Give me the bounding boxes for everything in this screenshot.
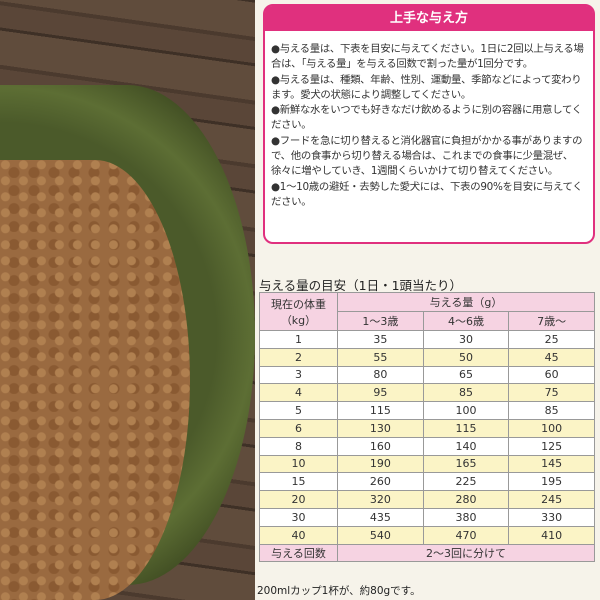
amount-cell: 330 (508, 507, 595, 527)
amount-header: 与える量（g） (337, 292, 595, 312)
tip-item: ●与える量は、種類、年齢、性別、運動量、季節などによって変わります。愛犬の状態に… (271, 73, 582, 101)
amount-cell: 225 (422, 472, 510, 492)
weight-cell: 3 (259, 365, 338, 385)
amount-cell: 125 (508, 436, 595, 456)
amount-cell: 280 (422, 490, 510, 509)
table-row: 10 190 165 145 (259, 454, 595, 474)
amount-cell: 115 (422, 418, 510, 438)
weight-cell: 6 (259, 418, 338, 438)
weight-cell: 30 (259, 507, 338, 527)
weight-cell: 40 (259, 525, 338, 545)
amount-cell: 245 (508, 490, 595, 509)
tip-item: ●与える量は、下表を目安に与えてください。1日に2回以上与える場合は、「与える量… (271, 43, 584, 71)
amount-cell: 85 (508, 401, 595, 420)
amount-cell: 65 (422, 365, 510, 385)
amount-cell: 85 (422, 383, 510, 403)
amount-cell: 60 (508, 365, 595, 385)
amount-cell: 190 (337, 454, 424, 474)
age-header: 7歳〜 (508, 311, 595, 331)
weight-cell: 20 (259, 490, 338, 509)
tips-title: 上手な与え方 (265, 6, 593, 31)
weight-cell: 1 (259, 330, 338, 349)
times-value: 2〜3回に分けて (337, 543, 595, 563)
amount-cell: 45 (508, 347, 595, 367)
amount-cell: 100 (508, 418, 595, 438)
weight-header: 現在の体重 （kg） (259, 292, 338, 331)
amount-cell: 470 (422, 525, 510, 545)
amount-cell: 95 (337, 383, 424, 403)
weight-cell: 5 (259, 401, 338, 420)
weight-cell: 8 (259, 436, 338, 456)
weight-cell: 4 (259, 383, 338, 403)
table-row: 4 95 85 75 (259, 383, 595, 403)
table-row: 5 115 100 85 (259, 401, 595, 420)
amount-cell: 50 (422, 347, 510, 367)
tip-item: ●フードを急に切り替えると消化器官に負担がかかる事がありますので、他の食事から切… (271, 134, 583, 178)
amount-cell: 140 (422, 436, 510, 456)
wood-background-photo (0, 0, 255, 600)
weight-cell: 15 (259, 472, 338, 492)
amount-cell: 260 (337, 472, 424, 492)
feeding-table: 現在の体重 （kg） 与える量（g） 1〜3歳 4〜6歳 7歳〜 1 35 30 25 2… (259, 292, 595, 563)
table-row: 2 55 50 45 (259, 347, 595, 367)
table-row: 30 435 380 330 (259, 507, 595, 527)
amount-cell: 80 (337, 365, 424, 385)
table-row: 40 540 470 410 (259, 525, 595, 545)
tip-item: ●1〜10歳の避妊・去勢した愛犬には、下表の90%を目安に与えてください。 (271, 180, 583, 208)
amount-cell: 380 (422, 507, 510, 527)
weight-cell: 10 (259, 454, 338, 474)
feeding-guide-panel: 上手な与え方 ●与える量は、下表を目安に与えてください。1日に2回以上与える場合… (255, 0, 600, 600)
amount-cell: 75 (508, 383, 595, 403)
table-title: 与える量の目安（1日・1頭当たり） (259, 278, 463, 293)
tips-box: 上手な与え方 ●与える量は、下表を目安に与えてください。1日に2回以上与える場合… (263, 4, 595, 244)
weight-header-label: 現在の体重 (271, 297, 326, 311)
age-header: 4〜6歳 (422, 311, 510, 331)
amount-cell: 30 (422, 330, 510, 349)
table-row: 15 260 225 195 (259, 472, 595, 492)
amount-cell: 130 (337, 418, 424, 438)
weight-cell: 2 (259, 347, 338, 367)
amount-cell: 35 (337, 330, 424, 349)
amount-cell: 435 (337, 507, 424, 527)
amount-cell: 115 (337, 401, 424, 420)
amount-cell: 165 (422, 454, 510, 474)
amount-cell: 55 (337, 347, 424, 367)
table-row: 1 35 30 25 (259, 330, 595, 349)
amount-cell: 320 (337, 490, 424, 509)
table-row: 6 130 115 100 (259, 418, 595, 438)
amount-cell: 25 (508, 330, 595, 349)
table-row: 20 320 280 245 (259, 490, 595, 509)
table-row: 8 160 140 125 (259, 436, 595, 456)
table-row: 3 80 65 60 (259, 365, 595, 385)
age-header: 1〜3歳 (337, 311, 424, 331)
amount-cell: 160 (337, 436, 424, 456)
amount-cell: 145 (508, 454, 595, 474)
weight-unit-label: （kg） (280, 313, 317, 327)
tip-item: ●新鮮な水をいつでも好きなだけ飲めるように別の容器に用意してください。 (271, 104, 582, 132)
amount-cell: 195 (508, 472, 595, 492)
times-label: 与える回数 (259, 543, 338, 563)
amount-cell: 410 (508, 525, 595, 545)
amount-cell: 540 (337, 525, 424, 545)
footnote: 200mlカップ1杯が、約80gです。 (257, 585, 421, 597)
kibble-image (0, 160, 190, 600)
amount-cell: 100 (422, 401, 510, 420)
